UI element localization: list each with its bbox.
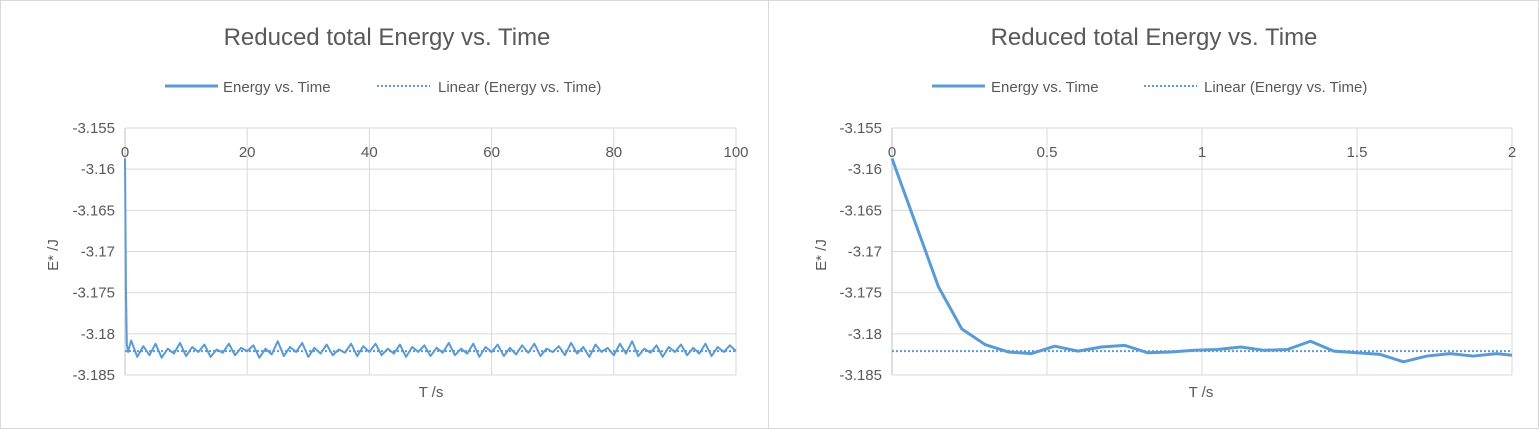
- x-tick-label: 2: [1508, 144, 1516, 161]
- energy-series-line: [890, 157, 1513, 364]
- y-tick-labels: -3.155 -3.16 -3.165 -3.17 -3.175 -3.18 -3.185: [839, 120, 882, 384]
- chart-right: Reduced total Energy vs. Time Energy vs.…: [813, 24, 1516, 401]
- y-tick-label: -3.16: [848, 161, 882, 178]
- x-tick-label: 40: [361, 144, 378, 161]
- y-tick-label: -3.18: [81, 326, 115, 343]
- x-tick-label: 1: [1198, 144, 1206, 161]
- chart-panel-right: Reduced total Energy vs. Time Energy vs.…: [768, 0, 1539, 429]
- y-tick-labels: -3.155 -3.16 -3.165 -3.17 -3.175 -3.18 -3.185: [72, 120, 115, 384]
- legend-label-series: Energy vs. Time: [991, 79, 1099, 96]
- plot-area: [124, 158, 737, 359]
- x-tick-label: 60: [483, 144, 500, 161]
- legend: Energy vs. Time Linear (Energy vs. Time): [165, 79, 601, 96]
- x-tick-label: 0: [121, 144, 129, 161]
- gridlines: [891, 127, 1513, 376]
- legend-label-trendline: Linear (Energy vs. Time): [1204, 79, 1367, 96]
- x-tick-labels: 0 0.5 1 1.5 2: [888, 144, 1516, 161]
- y-tick-label: -3.17: [81, 244, 115, 261]
- x-tick-label: 20: [239, 144, 256, 161]
- y-tick-label: -3.16: [81, 161, 115, 178]
- y-tick-label: -3.165: [72, 202, 115, 219]
- x-axis-title: T /s: [1189, 384, 1214, 401]
- gridlines: [124, 127, 737, 376]
- y-tick-label: -3.165: [839, 202, 882, 219]
- legend-label-series: Energy vs. Time: [223, 79, 331, 96]
- x-axis-title: T /s: [419, 384, 444, 401]
- x-tick-label: 80: [605, 144, 622, 161]
- y-tick-label: -3.185: [72, 367, 115, 384]
- legend-label-trendline: Linear (Energy vs. Time): [438, 79, 601, 96]
- y-tick-label: -3.155: [839, 120, 882, 137]
- x-tick-label: 0: [888, 144, 896, 161]
- chart-left: Reduced total Energy vs. Time Energy vs.…: [45, 24, 749, 401]
- legend: Energy vs. Time Linear (Energy vs. Time): [932, 79, 1367, 96]
- x-tick-label: 0.5: [1037, 144, 1058, 161]
- chart-title: Reduced total Energy vs. Time: [224, 24, 551, 51]
- x-tick-labels: 0 20 40 60 80 100: [121, 144, 749, 161]
- chart-panel-left: Reduced total Energy vs. Time Energy vs.…: [0, 0, 769, 429]
- y-axis-title: E* /J: [45, 239, 62, 271]
- y-tick-label: -3.17: [848, 244, 882, 261]
- y-tick-label: -3.185: [839, 367, 882, 384]
- y-tick-label: -3.175: [839, 285, 882, 302]
- y-tick-label: -3.175: [72, 285, 115, 302]
- chart-title: Reduced total Energy vs. Time: [991, 24, 1318, 51]
- y-tick-label: -3.155: [72, 120, 115, 137]
- plot-area: [890, 157, 1513, 364]
- energy-series-line: [124, 158, 737, 359]
- y-axis-title: E* /J: [813, 239, 830, 271]
- y-tick-label: -3.18: [848, 326, 882, 343]
- x-tick-label: 1.5: [1347, 144, 1368, 161]
- x-tick-label: 100: [723, 144, 748, 161]
